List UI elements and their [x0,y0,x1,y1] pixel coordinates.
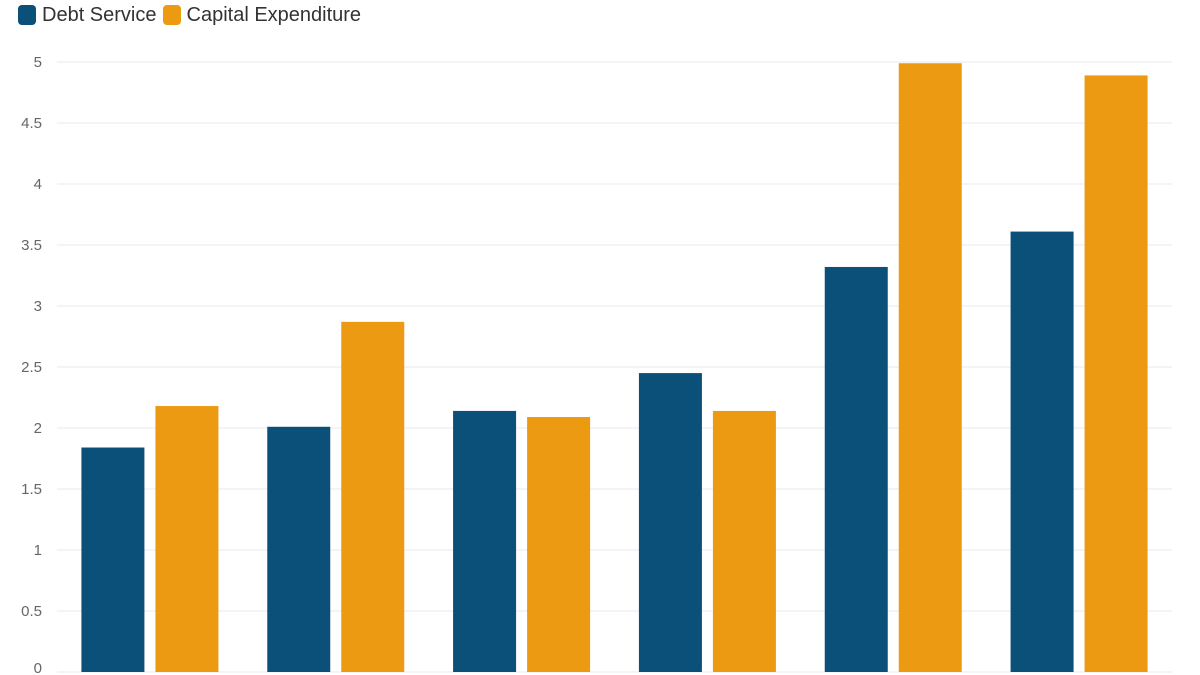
y-tick-label: 2 [34,420,42,437]
bar-debt-service-1[interactable] [81,447,145,672]
legend-item-capital-expenditure[interactable]: Capital Expenditure [162,3,362,27]
bar-debt-service-4[interactable] [638,373,702,672]
bar-capital-expenditure-1[interactable] [155,406,219,672]
y-tick-label: 5 [34,54,42,71]
y-tick-label: 3 [34,298,42,315]
legend-label-capital-expenditure: Capital Expenditure [186,3,362,26]
y-tick-label: 4 [34,176,42,193]
bar-capital-expenditure-5[interactable] [898,63,962,673]
y-tick-label: 1 [34,542,42,559]
y-tick-label: 1.5 [21,481,42,498]
bar-capital-expenditure-2[interactable] [341,321,405,672]
legend-label-debt-service: Debt Service [42,3,157,26]
bar-debt-service-3[interactable] [453,410,517,672]
y-tick-label: 0.5 [21,603,42,620]
bar-capital-expenditure-3[interactable] [527,417,591,672]
bar-capital-expenditure-6[interactable] [1084,75,1148,673]
bar-capital-expenditure-4[interactable] [712,410,776,672]
bar-debt-service-2[interactable] [267,426,331,672]
y-tick-label: 0 [34,660,42,675]
bar-debt-service-5[interactable] [824,266,888,672]
legend-swatch-capital-expenditure [162,5,181,25]
legend-swatch-debt-service [18,5,36,25]
legend: Debt Service Capital Expenditure [18,2,361,28]
legend-item-debt-service[interactable]: Debt Service [18,4,157,27]
bar-debt-service-6[interactable] [1010,231,1074,672]
y-tick-label: 4.5 [21,115,42,132]
y-tick-label: 2.5 [21,359,42,376]
y-tick-label: 3.5 [21,237,42,254]
